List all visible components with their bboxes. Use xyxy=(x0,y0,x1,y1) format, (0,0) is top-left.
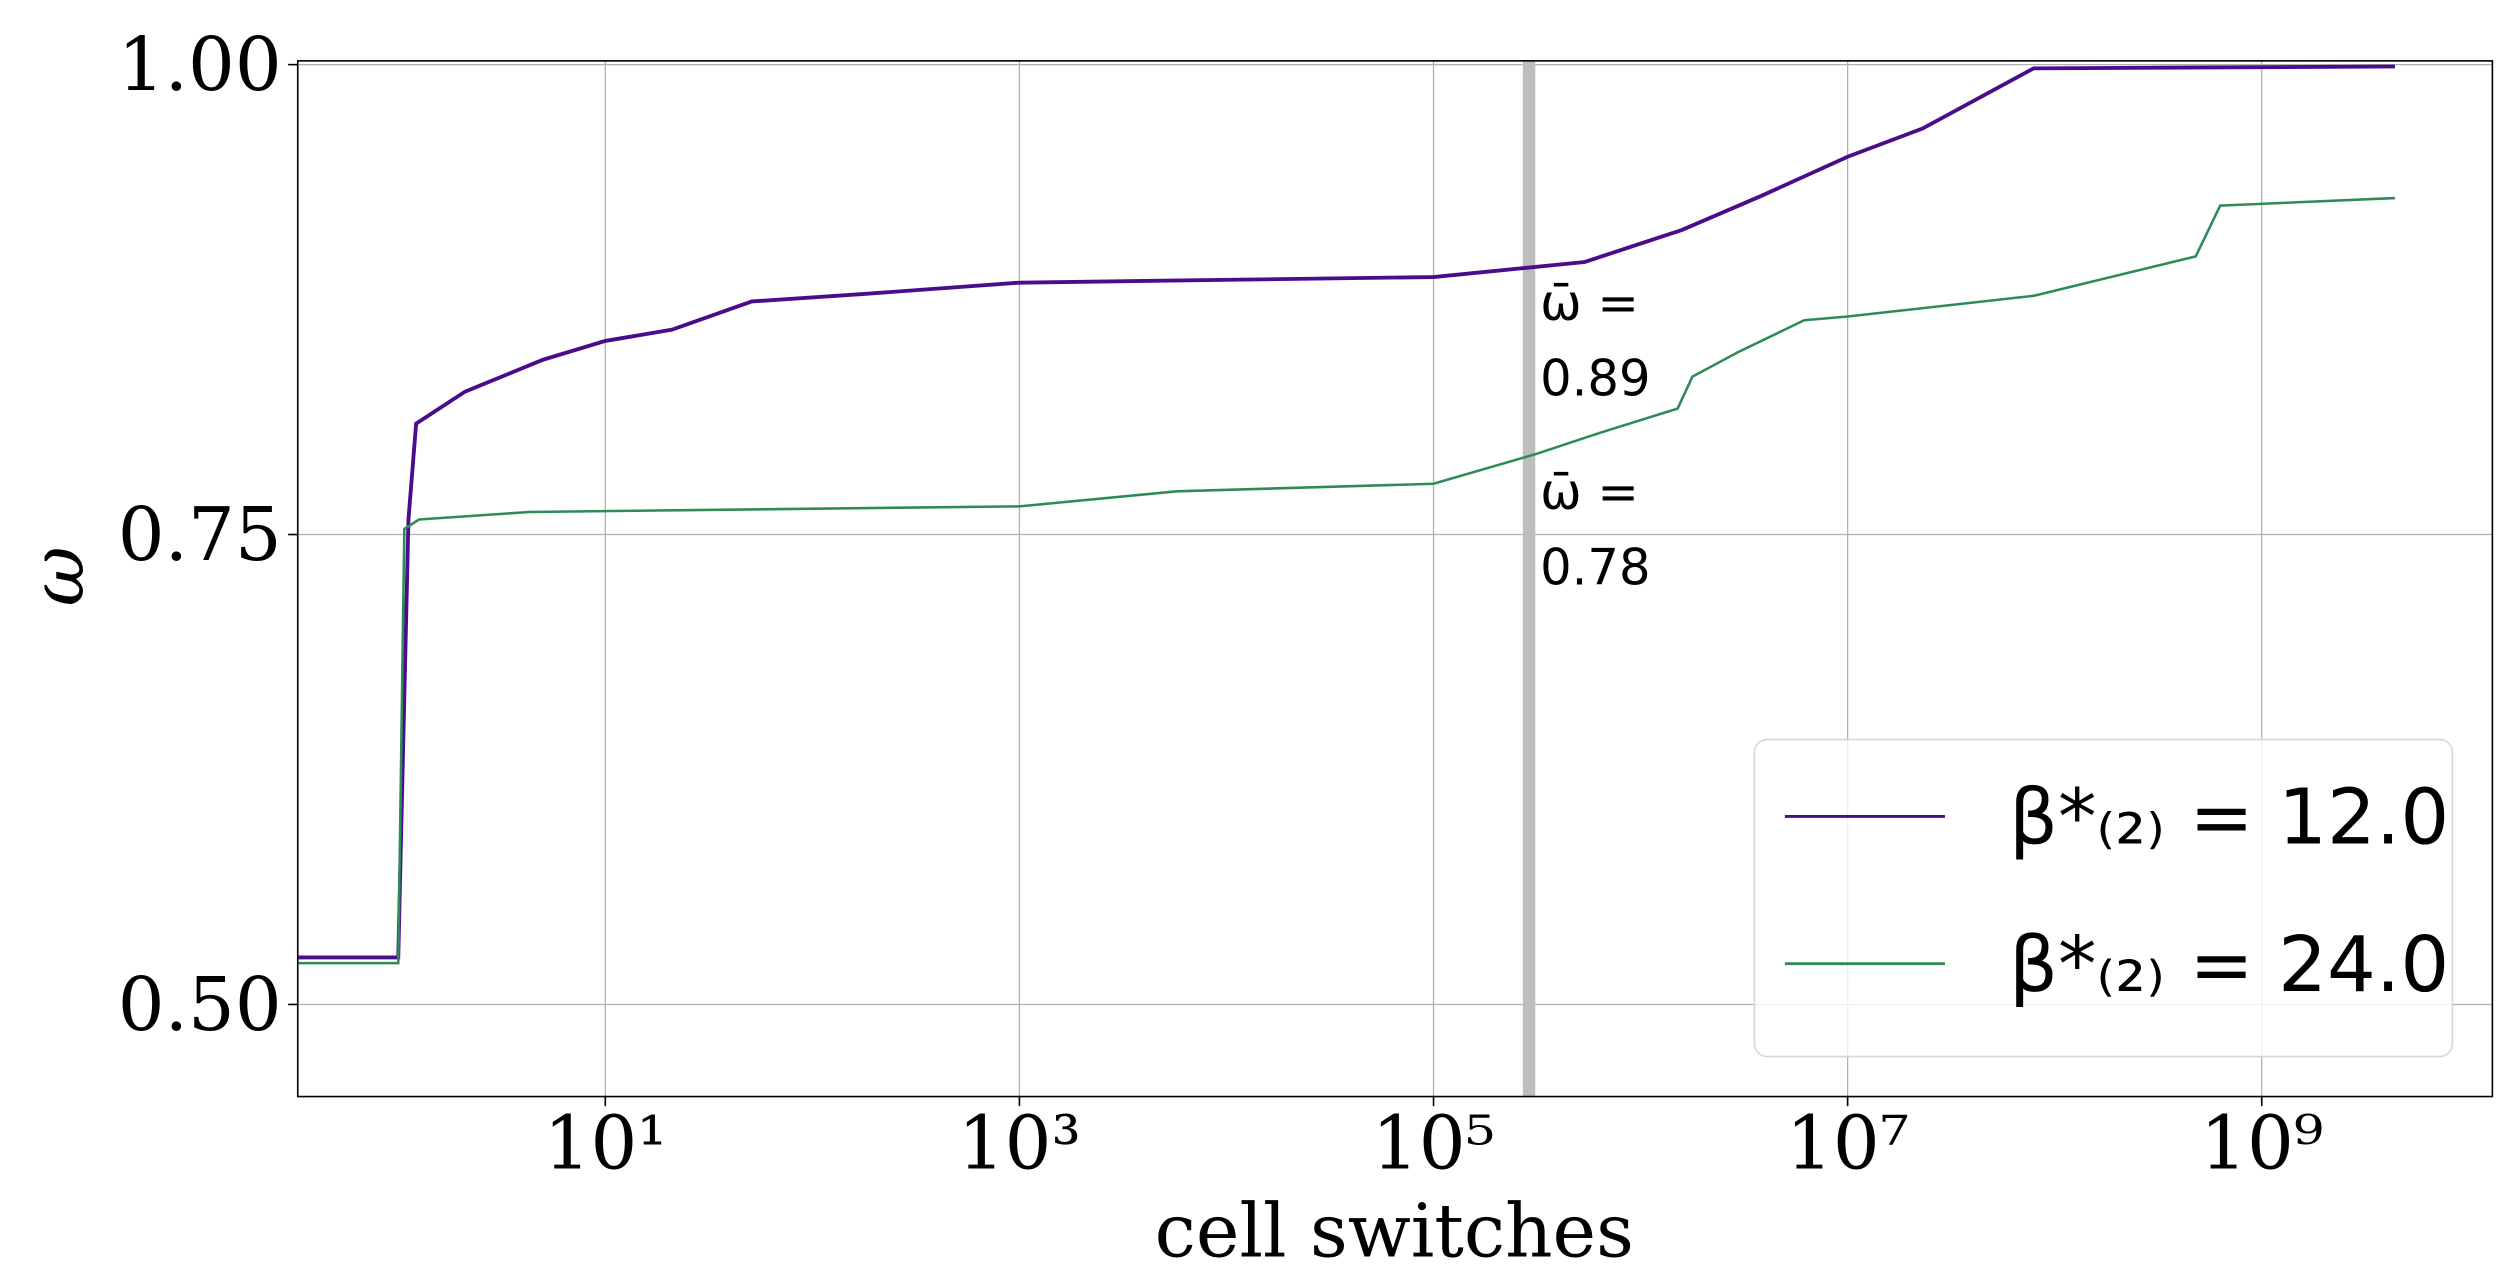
series-line xyxy=(298,196,2396,965)
legend-box xyxy=(1753,738,2454,1058)
y-tick-label: 0.75 xyxy=(118,493,282,578)
series-line xyxy=(298,64,2395,960)
legend: β*₍₂₎ = 12.0 β*₍₂₎ = 24.0 xyxy=(1753,738,2454,1058)
legend-label: β*₍₂₎ = 24.0 xyxy=(2009,921,2449,1010)
y-axis-label: ω xyxy=(16,546,101,606)
x-tick-label: 10⁹ xyxy=(2200,1102,2323,1187)
y-tick-label: 1.00 xyxy=(118,23,282,108)
x-tick-label: 10⁷ xyxy=(1786,1102,1909,1187)
x-tick-label: 10⁵ xyxy=(1372,1102,1495,1187)
x-axis-label: cell switches xyxy=(1155,1190,1634,1275)
annotation-value: 0.89 xyxy=(1540,349,1650,407)
x-tick-label: 10¹ xyxy=(544,1102,667,1187)
x-tick-label: 10³ xyxy=(958,1102,1081,1187)
annotation-symbol: ω̄ = xyxy=(1540,274,1639,332)
span xyxy=(1522,60,1536,1097)
annotation-value: 0.78 xyxy=(1540,538,1650,596)
plot-frame xyxy=(296,60,2494,1098)
grid xyxy=(297,60,2493,1097)
legend-label: β*₍₂₎ = 12.0 xyxy=(2009,774,2449,863)
annotation-symbol: ω̄ = xyxy=(1540,463,1639,521)
y-tick-label: 0.50 xyxy=(118,963,282,1048)
